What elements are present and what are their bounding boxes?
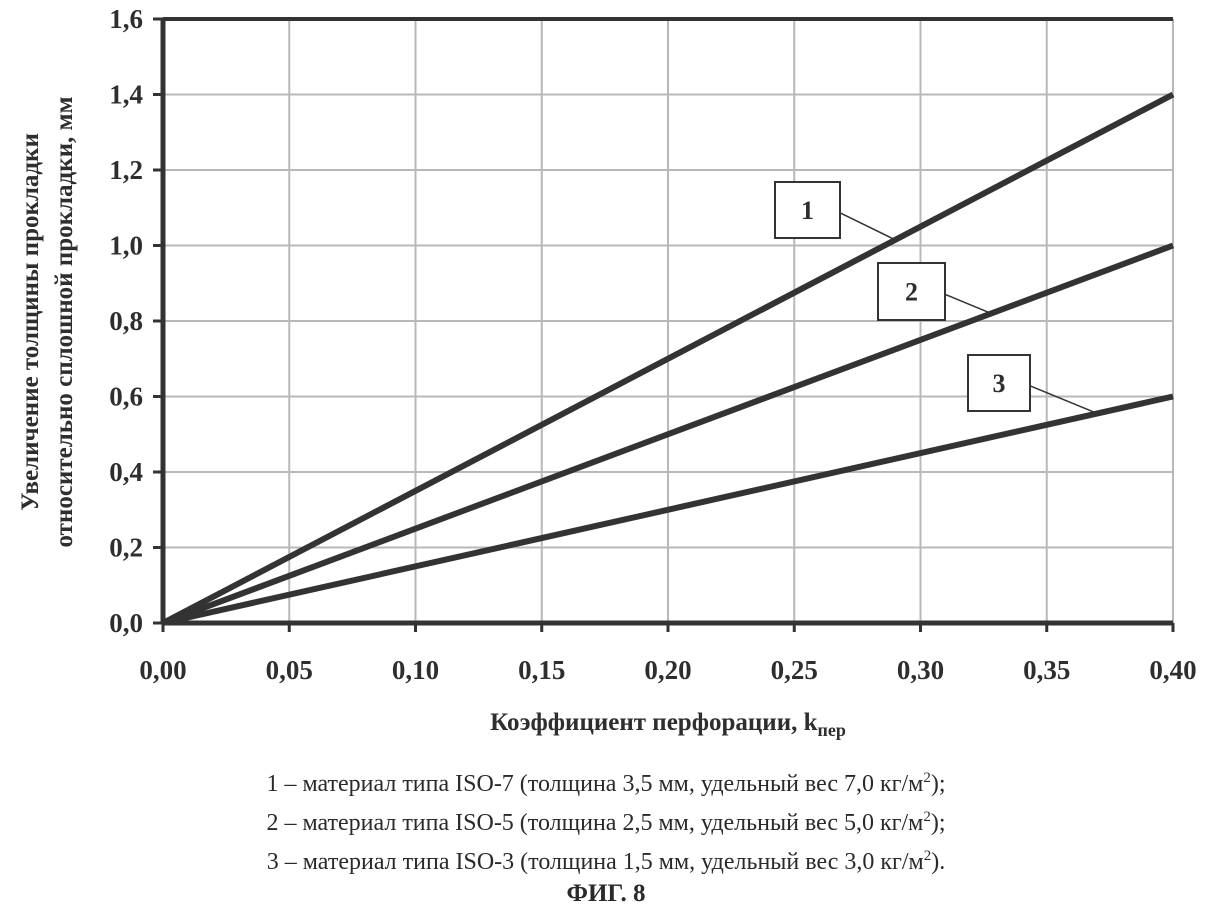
legend-item-1: 1 – материал типа ISO-7 (толщина 3,5 мм,… (0, 762, 1212, 801)
callout-leader-2 (945, 294, 991, 313)
y-tick-label: 0,6 (109, 382, 143, 412)
y-tick-label: 1,0 (109, 231, 143, 261)
y-tick-label: 0,0 (109, 608, 143, 638)
y-tick-label: 1,4 (109, 80, 143, 110)
grid (153, 19, 1173, 632)
x-axis-label: Коэффициент перфорации, kпер (490, 709, 846, 740)
x-tick-label: 0,25 (771, 655, 818, 685)
y-axis-label-line-2: относительно сплошной прокладки, мм (51, 96, 78, 547)
callout-leader-1 (840, 213, 895, 240)
y-tick-label: 0,2 (109, 533, 143, 563)
callout-label-1: 1 (801, 196, 814, 225)
y-tick-label: 1,2 (109, 155, 143, 185)
x-tick-label: 0,20 (644, 655, 691, 685)
x-tick-label: 0,30 (897, 655, 944, 685)
y-axis-label-line-1: Увеличение толщины прокладки (17, 133, 44, 511)
legend-item-3: 3 – материал типа ISO-3 (толщина 1,5 мм,… (0, 840, 1212, 879)
y-tick-label: 0,8 (109, 306, 143, 336)
y-tick-label: 0,4 (109, 457, 143, 487)
callout-leader-3 (1030, 386, 1097, 414)
callout-label-3: 3 (993, 369, 1006, 398)
x-tick-label: 0,40 (1149, 655, 1196, 685)
x-tick-label: 0,10 (392, 655, 439, 685)
y-tick-label: 1,6 (109, 4, 143, 34)
legend-item-2: 2 – материал типа ISO-5 (толщина 2,5 мм,… (0, 801, 1212, 840)
legend: 1 – материал типа ISO-7 (толщина 3,5 мм,… (0, 762, 1212, 879)
x-tick-label: 0,05 (266, 655, 313, 685)
x-tick-label: 0,35 (1023, 655, 1070, 685)
figure-caption: ФИГ. 8 (0, 880, 1212, 908)
x-tick-label: 0,00 (139, 655, 186, 685)
callout-label-2: 2 (905, 278, 918, 307)
x-tick-label: 0,15 (518, 655, 565, 685)
